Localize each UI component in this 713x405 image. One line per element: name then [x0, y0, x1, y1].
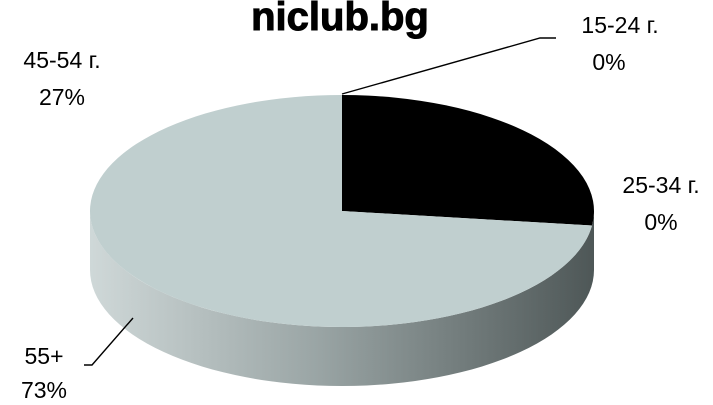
- slice-label-percent: 0%: [644, 209, 677, 235]
- slice-label-name: 55+: [24, 343, 63, 369]
- pie-side-wall: [90, 211, 594, 386]
- slice-label-percent: 0%: [592, 49, 625, 75]
- label-45-54: 45-54 г. 27%: [23, 47, 100, 110]
- slice-label-name: 45-54 г.: [23, 47, 100, 73]
- label-15-24: 15-24 г. 0%: [581, 12, 658, 75]
- slice-label-percent: 73%: [21, 377, 67, 403]
- leader-line: [341, 37, 556, 95]
- pie-slice: [342, 95, 594, 226]
- label-55plus: 55+ 73%: [21, 343, 67, 403]
- slice-label-name: 25-34 г.: [622, 172, 699, 198]
- slice-label-name: 15-24 г.: [581, 12, 658, 38]
- chart-title: niclub.bg: [251, 0, 429, 39]
- leader-line: [84, 317, 134, 366]
- pie-slice: [90, 95, 593, 327]
- label-25-34: 25-34 г. 0%: [622, 172, 699, 235]
- slice-label-percent: 27%: [39, 84, 85, 110]
